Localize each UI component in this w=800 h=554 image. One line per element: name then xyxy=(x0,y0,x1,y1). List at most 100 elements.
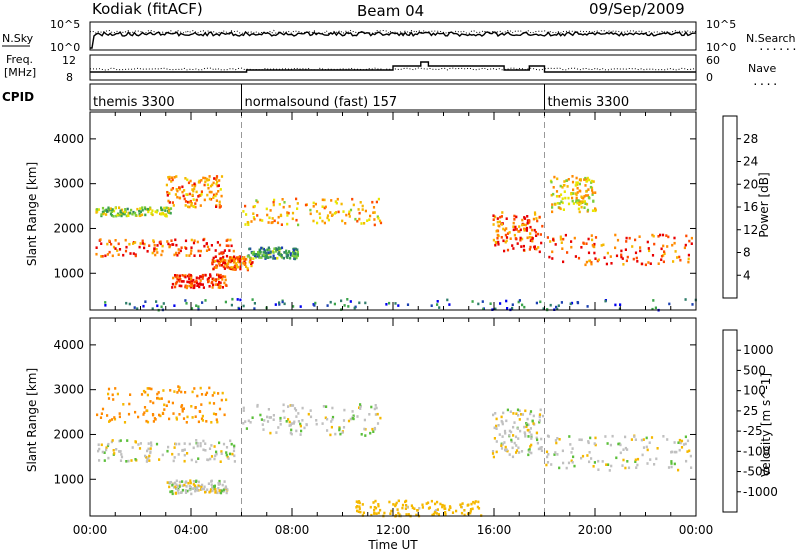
scatter-point xyxy=(314,301,317,305)
scatter-point xyxy=(196,281,199,284)
scatter-point xyxy=(515,449,519,452)
scatter-point xyxy=(107,387,111,391)
scatter-point xyxy=(258,256,261,259)
colorbar-tick-label: 20 xyxy=(743,177,758,191)
scatter-point xyxy=(178,251,181,255)
scatter-point xyxy=(406,505,409,509)
scatter-point xyxy=(513,441,516,445)
scatter-point xyxy=(139,207,142,210)
scatter-point xyxy=(134,458,137,461)
scatter-point xyxy=(166,449,169,453)
scatter-point xyxy=(561,186,564,189)
scatter-point xyxy=(565,466,568,470)
freq-panel-frame xyxy=(89,54,697,81)
scatter-point xyxy=(139,210,142,213)
scatter-point xyxy=(167,211,170,214)
scatter-point xyxy=(395,501,398,505)
scatter-point xyxy=(217,392,220,395)
scatter-point xyxy=(635,256,638,260)
scatter-point xyxy=(496,217,499,220)
scatter-point xyxy=(192,205,196,208)
scatter-point xyxy=(513,421,516,424)
scatter-point xyxy=(208,285,211,288)
scatter-point xyxy=(98,447,101,451)
scatter-point xyxy=(210,190,213,194)
scatter-point xyxy=(230,259,233,262)
scatter-point xyxy=(169,211,172,215)
scatter-point xyxy=(226,455,229,459)
scatter-point xyxy=(495,450,498,454)
scatter-point xyxy=(225,398,228,402)
scatter-point xyxy=(212,485,216,488)
scatter-point xyxy=(341,219,344,223)
scatter-point xyxy=(343,304,346,307)
scatter-point xyxy=(254,255,257,259)
scatter-point xyxy=(299,433,302,436)
scatter-point xyxy=(477,500,480,504)
colorbar-tick-label: 16 xyxy=(743,200,758,214)
scatter-point xyxy=(388,301,391,305)
scatter-point xyxy=(510,430,513,434)
scatter-point xyxy=(505,227,508,230)
scatter-point xyxy=(624,435,627,439)
scatter-point xyxy=(128,402,131,406)
scatter-point xyxy=(278,251,281,254)
scatter-point xyxy=(358,211,361,215)
scatter-point xyxy=(392,503,395,506)
scatter-point xyxy=(356,415,359,418)
scatter-point xyxy=(230,303,233,307)
scatter-point xyxy=(204,176,207,180)
scatter-point xyxy=(663,250,666,253)
scatter-point xyxy=(213,445,216,448)
scatter-point xyxy=(229,238,232,242)
scatter-point xyxy=(148,208,151,212)
scatter-point xyxy=(106,210,109,213)
scatter-point xyxy=(592,180,595,183)
scatter-point xyxy=(185,485,188,488)
scatter-point xyxy=(516,408,520,412)
scatter-point xyxy=(189,285,193,289)
colorbar-tick-label: 4 xyxy=(743,268,751,282)
scatter-point xyxy=(326,216,329,220)
scatter-point xyxy=(217,190,220,193)
scatter-point xyxy=(138,447,142,450)
scatter-point xyxy=(299,424,302,428)
scatter-point xyxy=(587,188,590,191)
scatter-point xyxy=(588,451,591,454)
scatter-point xyxy=(199,254,202,257)
scatter-point xyxy=(193,486,196,490)
scatter-point xyxy=(183,197,186,201)
scatter-point xyxy=(200,417,204,421)
scatter-point xyxy=(550,193,553,197)
scatter-point xyxy=(97,443,100,446)
scatter-point xyxy=(272,414,275,417)
scatter-point xyxy=(371,427,374,431)
scatter-point xyxy=(292,305,295,308)
scatter-point xyxy=(477,302,480,306)
scatter-point xyxy=(590,181,593,184)
scatter-point xyxy=(495,417,498,421)
scatter-point xyxy=(215,199,218,202)
scatter-point xyxy=(331,415,335,419)
scatter-point xyxy=(180,491,183,494)
scatter-point xyxy=(148,454,151,458)
scatter-point xyxy=(269,431,272,435)
scatter-point xyxy=(619,303,622,306)
scatter-point xyxy=(349,300,352,303)
scatter-point xyxy=(541,414,545,418)
scatter-point xyxy=(540,446,543,449)
scatter-point xyxy=(289,423,292,427)
scatter-point xyxy=(343,408,346,412)
scatter-point xyxy=(108,420,111,423)
scatter-point xyxy=(191,284,194,288)
scatter-point xyxy=(110,210,113,213)
scatter-point xyxy=(265,251,268,255)
scatter-point xyxy=(207,280,210,284)
scatter-point xyxy=(207,178,211,182)
scatter-point xyxy=(421,503,424,507)
scatter-point xyxy=(136,307,139,310)
scatter-point xyxy=(141,206,144,209)
scatter-point xyxy=(657,262,660,265)
scatter-point xyxy=(364,301,367,305)
scatter-point xyxy=(370,405,373,409)
